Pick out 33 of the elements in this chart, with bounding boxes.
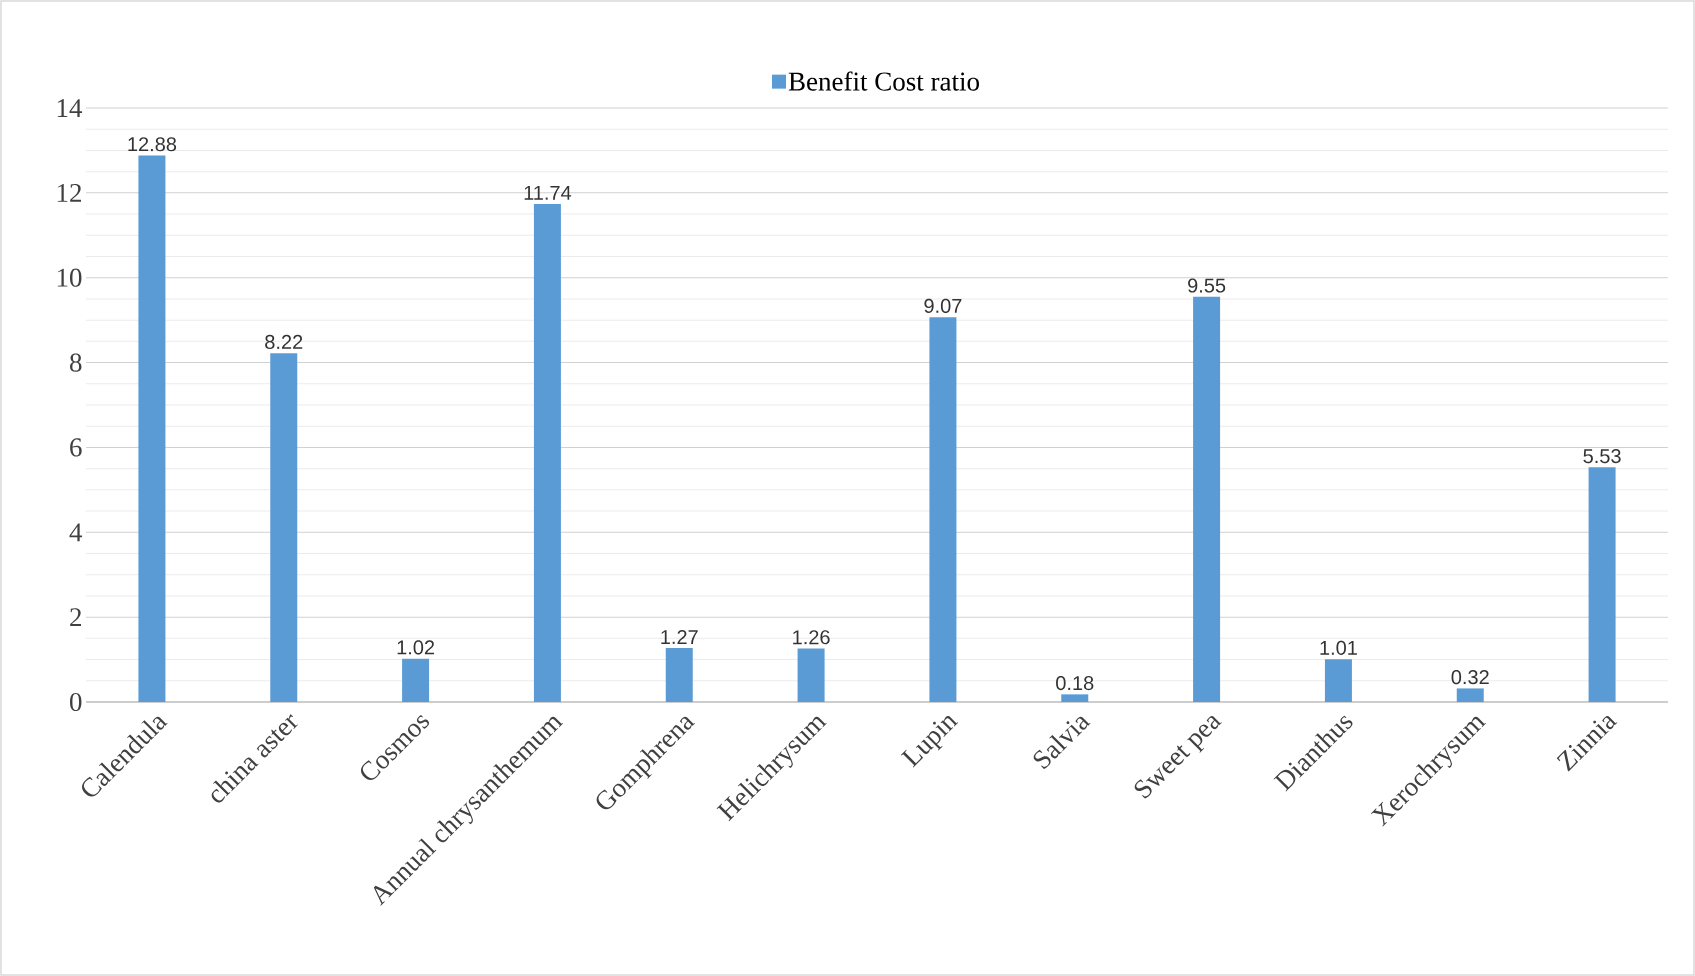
y-tick-label: 6	[70, 438, 82, 457]
y-tick-label: 4	[69, 523, 83, 542]
bar	[1324, 659, 1352, 702]
bar	[270, 353, 298, 702]
data-label: 8.22	[265, 334, 303, 350]
bar	[402, 658, 430, 702]
data-label: 9.07	[924, 298, 962, 313]
data-label: 1.01	[1320, 640, 1357, 655]
bar	[1456, 688, 1484, 702]
y-tick-label: 2	[70, 608, 81, 627]
bar	[1061, 694, 1089, 702]
data-label: 5.53	[1583, 449, 1621, 464]
data-label: 0.32	[1451, 670, 1489, 685]
y-tick-label: 12	[57, 183, 81, 202]
data-label: 1.02	[397, 640, 435, 655]
y-tick-label: 8	[70, 353, 82, 372]
data-label: 1.26	[793, 630, 830, 645]
bar	[929, 317, 957, 702]
y-tick-label: 0	[70, 692, 82, 712]
bar	[797, 648, 825, 702]
data-label: 0.18	[1056, 676, 1094, 691]
bar	[665, 648, 693, 702]
data-label: 11.74	[524, 185, 572, 200]
data-label: 9.55	[1188, 278, 1226, 293]
y-tick-label: 10	[57, 268, 82, 287]
legend-label: Benefit Cost ratio	[788, 71, 979, 91]
data-label: 1.27	[661, 629, 698, 644]
bar	[533, 203, 561, 702]
bar	[138, 155, 166, 702]
y-tick-label: 14	[57, 99, 83, 117]
bar	[1588, 467, 1616, 702]
data-label: 12.88	[128, 137, 177, 152]
bar	[1193, 296, 1221, 702]
